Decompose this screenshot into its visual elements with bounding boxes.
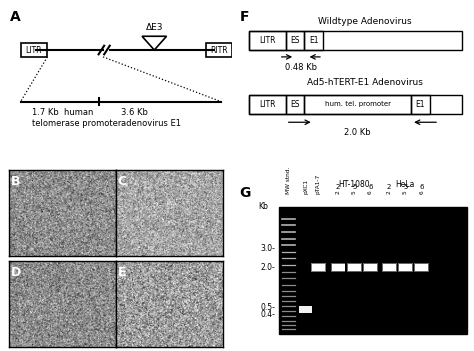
Text: Kb: Kb xyxy=(258,202,268,211)
Text: A: A xyxy=(9,11,20,25)
Bar xyxy=(21,43,47,57)
Text: G: G xyxy=(239,186,251,200)
Bar xyxy=(299,306,312,313)
Bar xyxy=(364,264,377,271)
Bar xyxy=(311,263,326,272)
Bar xyxy=(347,263,362,272)
Text: E1: E1 xyxy=(416,100,425,109)
Bar xyxy=(415,264,428,271)
Text: LITR: LITR xyxy=(26,46,42,54)
Bar xyxy=(363,263,378,272)
Bar xyxy=(411,95,430,114)
Text: Wildtype Adenovirus: Wildtype Adenovirus xyxy=(318,17,411,26)
Bar xyxy=(331,264,345,271)
Text: 1.7 Kb  human: 1.7 Kb human xyxy=(32,108,93,118)
Text: 5: 5 xyxy=(403,184,408,190)
Text: 2.0-: 2.0- xyxy=(261,263,275,272)
Bar xyxy=(304,95,411,114)
Text: E1: E1 xyxy=(309,36,319,45)
Text: E: E xyxy=(118,266,126,279)
Text: 2: 2 xyxy=(336,184,340,190)
Bar xyxy=(248,31,462,50)
Text: ES: ES xyxy=(290,100,300,109)
Text: 2: 2 xyxy=(336,190,340,194)
Text: hum. tel. promoter: hum. tel. promoter xyxy=(325,101,391,107)
Bar xyxy=(279,207,467,334)
Text: LITR: LITR xyxy=(259,36,275,45)
Bar xyxy=(248,95,286,114)
Bar xyxy=(330,263,346,272)
Text: 3.6 Kb: 3.6 Kb xyxy=(121,108,148,118)
Text: LITR: LITR xyxy=(259,100,275,109)
Bar xyxy=(304,31,323,50)
Text: 6: 6 xyxy=(419,191,424,194)
Bar xyxy=(286,95,304,114)
Bar xyxy=(414,263,429,272)
Text: 6: 6 xyxy=(368,184,373,190)
Bar xyxy=(383,264,396,271)
Bar xyxy=(248,31,286,50)
Text: adenovirus E1: adenovirus E1 xyxy=(121,119,181,128)
Text: ES: ES xyxy=(290,36,300,45)
Bar xyxy=(398,263,413,272)
Bar xyxy=(348,264,361,271)
Text: pTA1-7: pTA1-7 xyxy=(316,174,321,194)
Text: 0.48 Kb: 0.48 Kb xyxy=(285,63,317,72)
Bar xyxy=(399,264,412,271)
Text: D: D xyxy=(11,266,21,279)
Text: 5: 5 xyxy=(352,190,357,194)
Text: C: C xyxy=(118,175,127,188)
Bar xyxy=(382,263,397,272)
Text: 2: 2 xyxy=(387,184,392,190)
Text: 0.5-: 0.5- xyxy=(260,303,275,312)
Text: 0.4-: 0.4- xyxy=(260,310,275,319)
Text: 2.0 Kb: 2.0 Kb xyxy=(345,128,371,137)
Text: B: B xyxy=(11,175,20,188)
Text: MW stnd.: MW stnd. xyxy=(286,167,291,194)
Text: 5: 5 xyxy=(403,190,408,194)
Text: 6: 6 xyxy=(368,191,373,194)
Text: telomerase promoter: telomerase promoter xyxy=(32,119,121,128)
Text: 2: 2 xyxy=(387,190,392,194)
Text: RITR: RITR xyxy=(210,46,228,54)
Bar xyxy=(206,43,232,57)
Text: F: F xyxy=(239,11,249,25)
Text: 6: 6 xyxy=(419,184,424,190)
Text: 5: 5 xyxy=(352,184,356,190)
Text: HT-1080: HT-1080 xyxy=(338,180,370,189)
Text: Ad5-hTERT-E1 Adenovirus: Ad5-hTERT-E1 Adenovirus xyxy=(307,78,423,87)
Text: HeLa: HeLa xyxy=(396,180,415,189)
Text: pXC1: pXC1 xyxy=(303,179,308,194)
Bar xyxy=(286,31,304,50)
Bar xyxy=(312,264,325,271)
Text: ΔE3: ΔE3 xyxy=(146,23,163,32)
Bar xyxy=(248,95,462,114)
Text: 3.0-: 3.0- xyxy=(260,244,275,253)
